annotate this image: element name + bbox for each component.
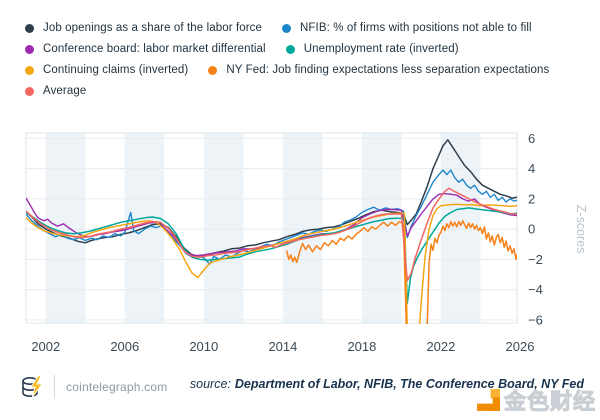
source-prefix: source: <box>189 377 231 391</box>
x-tick-label: 2018 <box>347 339 376 354</box>
jinse-watermark-text: 金色财经 <box>503 389 596 415</box>
y-tick-label: −6 <box>528 313 543 328</box>
jinse-watermark: 金色财经 <box>476 384 596 416</box>
legend-dot-average-icon <box>25 86 34 96</box>
legend-label-continuing-claims: Continuing claims (inverted) <box>43 64 189 76</box>
legend-dot-continuing-claims-icon <box>25 65 34 75</box>
site-url: cointelegraph.com <box>66 380 168 394</box>
plot-frame <box>25 132 518 324</box>
y-axis-title: Z-scores <box>574 205 588 254</box>
legend-dot-job-openings-icon <box>25 23 34 33</box>
y-tick-label: −4 <box>528 282 543 297</box>
legend-dot-ny-fed-icon <box>208 65 218 75</box>
source-text: Department of Labor, NFIB, The Conferenc… <box>234 377 584 391</box>
x-tick-label: 2002 <box>31 339 60 354</box>
chart-legend: Job openings as a share of the labor for… <box>25 22 585 106</box>
legend-label-average: Average <box>43 85 87 97</box>
legend-label-unemployment: Unemployment rate (inverted) <box>303 43 459 55</box>
legend-label-nfib: NFIB: % of firms with positions not able… <box>300 22 532 34</box>
legend-label-conference-board: Conference board: labor market different… <box>43 43 266 55</box>
series-line <box>26 203 517 324</box>
footer-divider <box>54 375 55 399</box>
y-tick-label: −2 <box>528 252 543 267</box>
y-tick-label: 0 <box>528 222 535 237</box>
legend-dot-unemployment-icon <box>285 44 295 54</box>
footer-branding: cointelegraph.com <box>20 372 167 402</box>
source-attribution: source: Department of Labor, NFIB, The Co… <box>190 377 584 391</box>
legend-row: Average <box>25 85 585 97</box>
labor-market-zscores-chart: 6 4 2 0 −2 −4 −6 2002 2006 2010 2014 2018 2022 2026 Z-… <box>25 131 588 354</box>
legend-item-continuing-claims: Continuing claims (inverted) <box>25 64 188 76</box>
y-tick-label: 6 <box>528 131 535 146</box>
legend-item-ny-fed: NY Fed: Job finding expectations less se… <box>208 64 549 76</box>
series-line <box>26 169 517 265</box>
series-line <box>26 187 517 282</box>
y-tick-label: 4 <box>528 161 535 176</box>
legend-dot-conference-board-icon <box>25 44 34 54</box>
cointelegraph-logo-icon <box>22 375 43 399</box>
legend-item-conference-board: Conference board: labor market different… <box>25 43 266 55</box>
legend-row: Continuing claims (inverted) NY Fed: Job… <box>25 64 585 76</box>
year-stripe <box>361 133 402 323</box>
x-tick-label: 2014 <box>268 339 297 354</box>
legend-item-job-openings: Job openings as a share of the labor for… <box>25 22 262 34</box>
x-tick-label: 2010 <box>189 339 218 354</box>
legend-item-unemployment: Unemployment rate (inverted) <box>285 43 459 55</box>
year-stripe <box>203 133 244 323</box>
legend-item-nfib: NFIB: % of firms with positions not able… <box>282 22 532 34</box>
legend-row: Job openings as a share of the labor for… <box>25 22 585 34</box>
x-tick-label: 2026 <box>506 339 535 354</box>
year-stripe <box>282 133 323 323</box>
legend-label-ny-fed: NY Fed: Job finding expectations less se… <box>226 64 550 76</box>
legend-dot-nfib-icon <box>282 23 292 33</box>
legend-label-job-openings: Job openings as a share of the labor for… <box>43 22 263 34</box>
y-tick-label: 2 <box>528 191 535 206</box>
jinse-logo-icon <box>477 388 500 411</box>
series-line <box>286 220 517 324</box>
x-tick-label: 2022 <box>426 339 455 354</box>
legend-row: Conference board: labor market different… <box>25 43 585 55</box>
legend-item-average: Average <box>25 85 86 97</box>
x-tick-label: 2006 <box>110 339 139 354</box>
